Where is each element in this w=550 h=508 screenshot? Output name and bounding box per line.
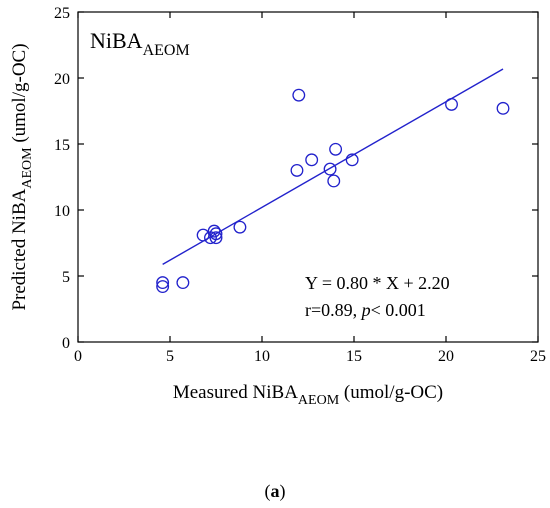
data-point	[209, 231, 223, 245]
data-point	[156, 276, 170, 290]
regression-equation: Y = 0.80 * X + 2.20	[305, 273, 450, 293]
data-point	[209, 227, 223, 241]
plot-border	[77, 11, 539, 343]
data-point	[445, 97, 458, 111]
y-tick-label-4: 20	[54, 71, 70, 88]
x-tick-label-1: 5	[166, 348, 174, 365]
data-point	[290, 163, 304, 177]
data-point	[329, 142, 343, 156]
data-point	[323, 162, 337, 176]
data-points	[156, 88, 510, 294]
data-point	[327, 174, 341, 188]
data-point	[176, 276, 190, 290]
y-tick-label-3: 15	[54, 137, 70, 154]
x-axis: 0 5 10 15 20 25	[74, 12, 546, 365]
x-tick-label-4: 20	[438, 348, 454, 365]
x-axis-title: Measured NiBAAEOM (umol/g-OC)	[173, 382, 443, 408]
x-tick-label-3: 15	[346, 348, 362, 365]
correlation-stats: r=0.89, p< 0.001	[305, 300, 426, 320]
x-tick-label-5: 25	[530, 348, 546, 365]
data-point	[207, 224, 221, 238]
y-axis-title: Predicted NiBAAEOM (umol/g-OC)	[9, 43, 35, 310]
y-axis: 0 5 10 15 20 25	[54, 5, 538, 352]
y-tick-label-5: 25	[54, 5, 70, 22]
data-point	[196, 228, 210, 242]
data-point	[292, 88, 306, 102]
y-tick-label-0: 0	[62, 335, 70, 352]
x-tick-label-2: 10	[254, 348, 270, 365]
y-tick-label-1: 5	[62, 269, 70, 286]
figure-caption: (a)	[265, 481, 286, 502]
x-tick-label-0: 0	[74, 348, 82, 365]
data-point	[305, 153, 319, 167]
data-point	[233, 220, 247, 234]
panel-label: NiBAAEOM	[90, 28, 190, 59]
plot-area	[77, 11, 539, 343]
y-tick-label-2: 10	[54, 203, 70, 220]
data-point	[496, 101, 510, 115]
data-point	[156, 280, 170, 294]
data-point	[345, 153, 359, 167]
